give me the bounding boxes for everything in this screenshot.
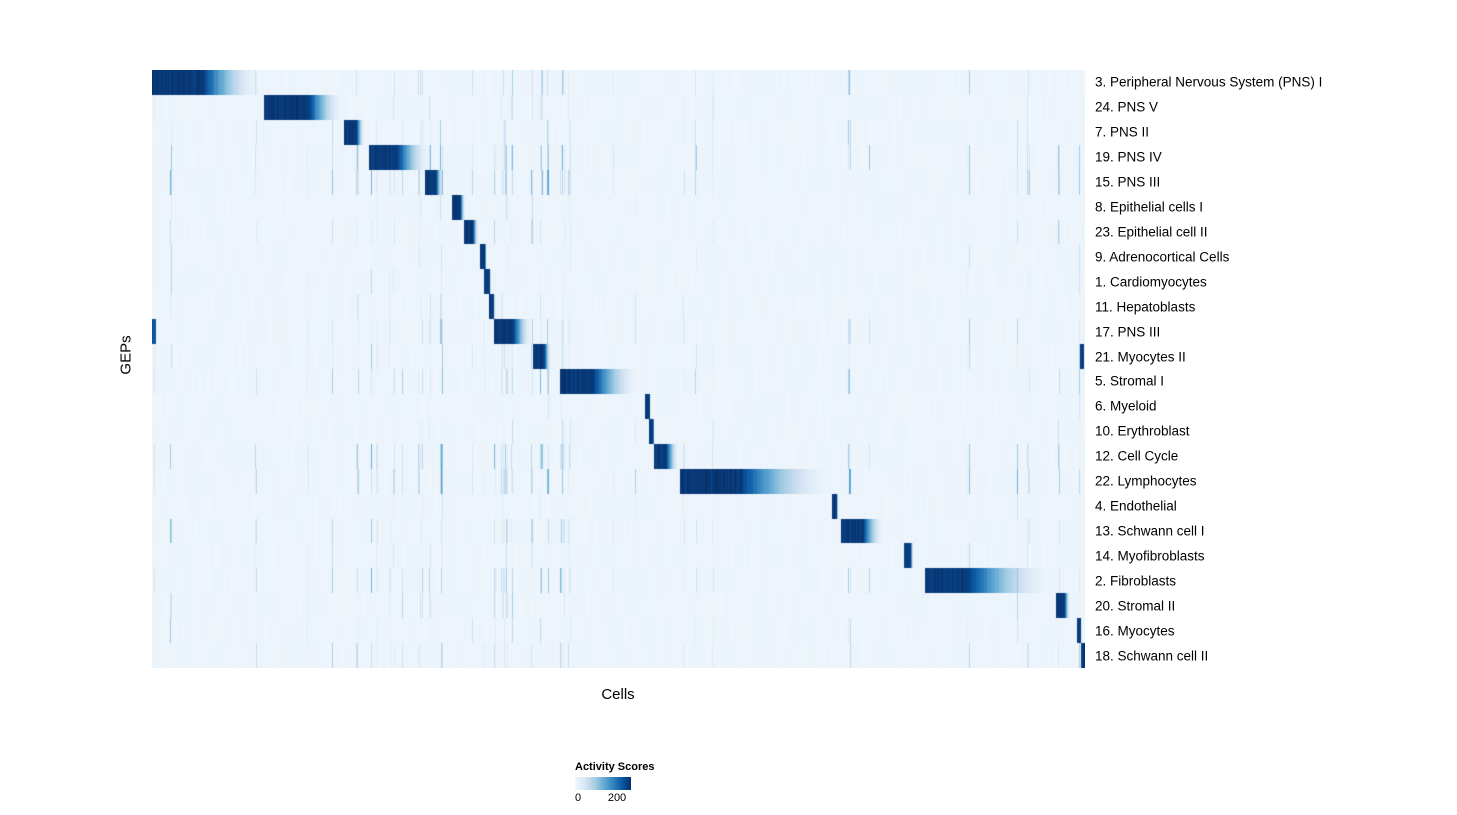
row-label: 10. Erythroblast bbox=[1095, 423, 1190, 439]
row-label: 21. Myocytes II bbox=[1095, 348, 1186, 364]
row-label: 8. Epithelial cells I bbox=[1095, 199, 1204, 215]
legend-tick-max: 200 bbox=[607, 792, 627, 804]
legend-tick-min: 0 bbox=[575, 792, 582, 804]
row-label: 18. Schwann cell II bbox=[1095, 647, 1209, 663]
row-label: 16. Myocytes bbox=[1095, 622, 1175, 638]
legend-colorbar bbox=[575, 777, 631, 790]
row-label: 17. PNS III bbox=[1095, 323, 1161, 339]
row-label: 13. Schwann cell I bbox=[1095, 523, 1205, 539]
row-label: 4. Endothelial bbox=[1095, 498, 1177, 514]
legend: Activity Scores 0 200 bbox=[575, 761, 715, 806]
row-label: 20. Stromal II bbox=[1095, 597, 1176, 613]
row-label: 14. Myofibroblasts bbox=[1095, 548, 1205, 564]
legend-title: Activity Scores bbox=[575, 761, 655, 773]
row-label: 22. Lymphocytes bbox=[1095, 473, 1197, 489]
row-label: 11. Hepatoblasts bbox=[1095, 298, 1196, 314]
row-label: 19. PNS IV bbox=[1095, 149, 1162, 165]
x-axis-label: Cells bbox=[601, 686, 635, 703]
row-label: 3. Peripheral Nervous System (PNS) I bbox=[1095, 74, 1323, 90]
row-label: 15. PNS III bbox=[1095, 174, 1161, 190]
row-label: 5. Stromal I bbox=[1095, 373, 1165, 389]
row-label: 9. Adrenocortical Cells bbox=[1095, 249, 1230, 265]
row-label: 7. PNS II bbox=[1095, 124, 1150, 140]
row-label: 23. Epithelial cell II bbox=[1095, 224, 1208, 240]
row-label: 24. PNS V bbox=[1095, 99, 1159, 115]
row-label: 6. Myeloid bbox=[1095, 398, 1157, 414]
row-labels: 3. Peripheral Nervous System (PNS) I 24. … bbox=[1095, 70, 1445, 668]
row-label: 12. Cell Cycle bbox=[1095, 448, 1179, 464]
heatmap-canvas bbox=[152, 70, 1085, 668]
legend-ticks: 0 200 bbox=[575, 792, 631, 806]
y-axis-label: GEPs bbox=[117, 335, 135, 375]
row-label: 2. Fibroblasts bbox=[1095, 573, 1177, 589]
row-label: 1. Cardiomyocytes bbox=[1095, 274, 1207, 290]
